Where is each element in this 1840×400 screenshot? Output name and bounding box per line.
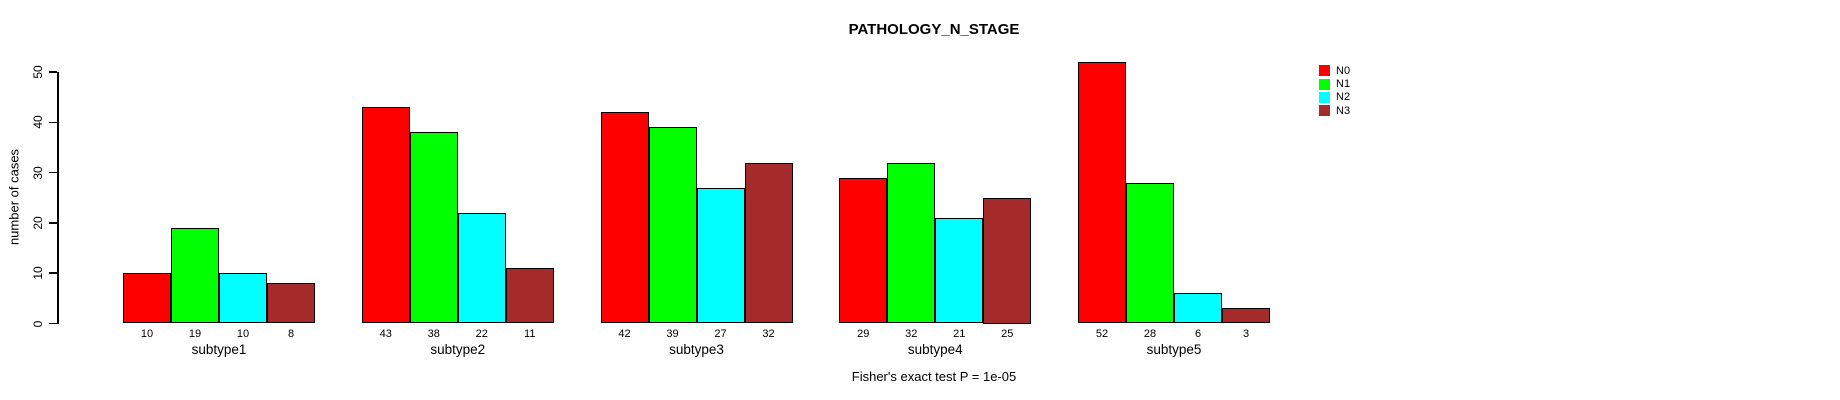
bar-N1-subtype2	[409, 132, 458, 324]
bar-N2-subtype4	[935, 217, 984, 324]
legend-label: N3	[1336, 104, 1351, 117]
legend-item-N2: N2	[1319, 91, 1350, 104]
bar-N1-subtype4	[887, 162, 936, 324]
legend-swatch-N2	[1319, 91, 1330, 103]
bar-N2-subtype5	[1174, 293, 1222, 324]
category-label-subtype4: subtype4	[907, 342, 963, 357]
legend-swatch-N1	[1319, 78, 1330, 90]
y-axis-label: number of cases	[6, 148, 22, 246]
bar-N2-subtype2	[457, 212, 506, 324]
bar-value-label: 38	[427, 328, 440, 340]
bar-value-label: 19	[188, 328, 202, 340]
y-tick-label: 0	[31, 320, 45, 327]
bar-value-label: 52	[1095, 328, 1109, 340]
legend-swatch-N0	[1319, 65, 1330, 77]
legend-swatch-N3	[1319, 105, 1330, 117]
bar-value-label: 11	[524, 328, 536, 340]
y-tick-label: 10	[31, 266, 45, 280]
bar-value-label: 39	[666, 328, 679, 340]
bar-N1-subtype5	[1126, 182, 1174, 324]
legend-item-N3: N3	[1319, 104, 1350, 117]
bar-value-label: 42	[618, 328, 631, 340]
bar-value-label: 27	[714, 328, 727, 340]
bar-value-label: 25	[1001, 328, 1014, 340]
bar-N3-subtype3	[744, 162, 793, 324]
y-tick	[49, 222, 57, 224]
bar-N0-subtype5	[1078, 61, 1126, 324]
y-tick	[49, 121, 57, 124]
legend: N0 N1 N2 N3	[1319, 64, 1350, 118]
y-tick	[49, 272, 57, 274]
y-tick-label: 30	[31, 165, 45, 180]
bar-value-label: 29	[857, 328, 870, 340]
y-axis-line	[57, 72, 59, 324]
bar-value-label: 22	[475, 328, 488, 340]
bar-value-label: 28	[1143, 328, 1157, 340]
bar-value-label: 3	[1242, 328, 1250, 340]
chart-title: PATHOLOGY_N_STAGE	[848, 21, 1020, 38]
legend-item-N1: N1	[1319, 77, 1350, 90]
category-label-subtype2: subtype2	[430, 342, 486, 357]
legend-label: N0	[1336, 64, 1351, 77]
bar-value-label: 8	[287, 328, 295, 340]
legend-item-N0: N0	[1319, 64, 1350, 77]
category-label-subtype5: subtype5	[1146, 342, 1202, 357]
bar-N0-subtype2	[361, 107, 410, 324]
bar-N3-subtype2	[505, 268, 554, 324]
y-tick-label: 50	[31, 65, 45, 79]
bar-value-label: 10	[236, 328, 250, 340]
y-tick	[49, 71, 57, 73]
y-tick	[49, 171, 57, 174]
bar-N0-subtype4	[839, 177, 888, 324]
stat-test-caption: Fisher's exact test P = 1e-05	[851, 369, 1017, 384]
y-tick-label: 40	[31, 115, 45, 129]
bar-value-label: 32	[905, 328, 918, 340]
bar-N3-subtype5	[1222, 308, 1270, 324]
bar-N3-subtype4	[983, 197, 1032, 324]
y-tick	[49, 322, 57, 325]
bar-N2-subtype1	[219, 273, 267, 324]
category-label-subtype3: subtype3	[669, 342, 724, 357]
bar-N0-subtype3	[600, 112, 649, 324]
y-tick-label: 20	[31, 216, 45, 230]
bar-value-label: 10	[140, 328, 154, 340]
category-label-subtype1: subtype1	[191, 342, 247, 357]
bar-N1-subtype1	[171, 227, 219, 324]
bar-value-label: 21	[953, 328, 966, 340]
bar-N0-subtype1	[123, 273, 171, 324]
legend-label: N2	[1336, 91, 1351, 104]
bar-value-label: 6	[1194, 328, 1202, 340]
bar-N2-subtype3	[696, 187, 745, 324]
bar-N3-subtype1	[267, 283, 315, 324]
bar-value-label: 43	[379, 328, 392, 340]
legend-label: N1	[1336, 78, 1351, 91]
bar-N1-subtype3	[648, 127, 697, 324]
bar-value-label: 32	[762, 328, 775, 340]
